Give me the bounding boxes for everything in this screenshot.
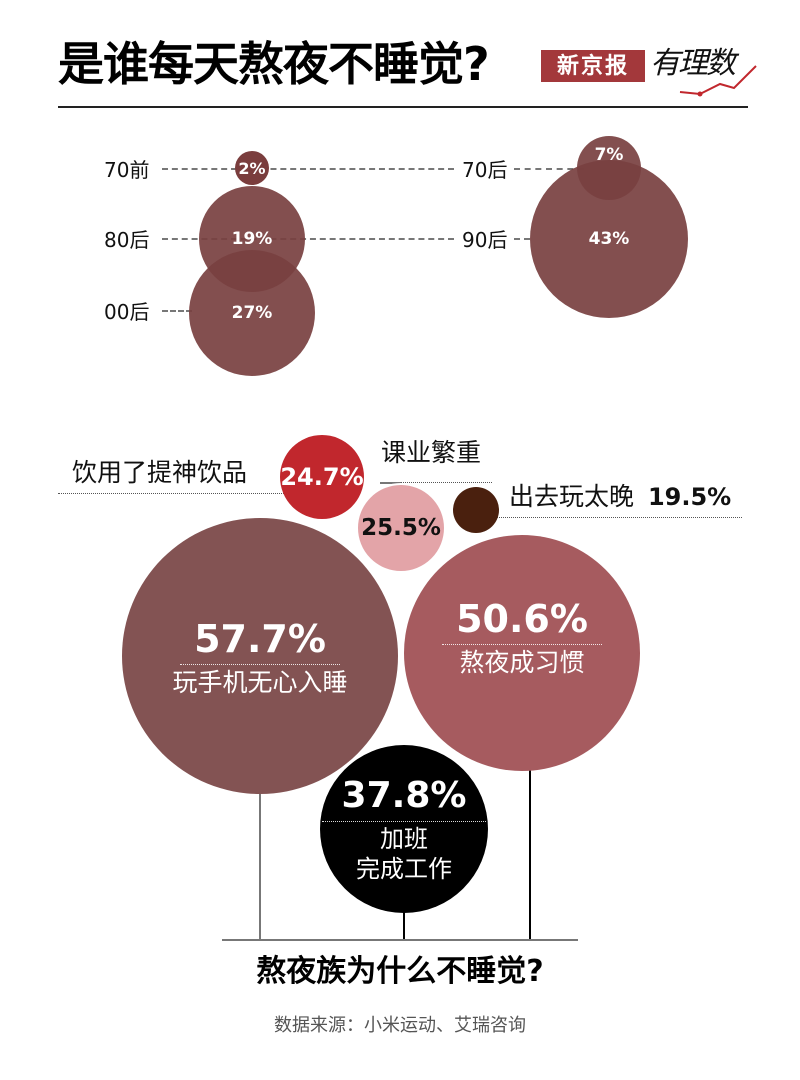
bubble-label-line2: 完成工作 — [356, 854, 452, 883]
bubble-work: 37.8% 加班 完成工作 — [320, 745, 488, 913]
stem-phone — [259, 780, 261, 940]
guide-line-80s — [162, 238, 454, 240]
data-source: 数据来源：小米运动、艾瑞咨询 — [274, 1015, 526, 1036]
guide-line-90s — [514, 238, 530, 240]
bubble-value: 25.5% — [361, 515, 441, 541]
stem-work — [403, 900, 405, 940]
reason-label-study: 课业繁重 — [381, 438, 482, 467]
trend-arrow-icon — [679, 65, 757, 97]
cohort-chart: 70前 80后 00后 70后 90后 27% 19% 2% 43% 7% — [0, 120, 800, 400]
bubble-value: 57.7% — [194, 616, 326, 661]
reason-out-value: 19.5% — [647, 483, 732, 511]
chart-title: 熬夜族为什么不睡觉? — [256, 954, 544, 989]
leader-line-drinks — [58, 493, 290, 494]
bubble-value: 50.6% — [456, 596, 588, 641]
page-title: 是谁每天熬夜不睡觉? — [58, 37, 490, 91]
bubble-70-before: 2% — [235, 151, 269, 185]
bubble-value: 27% — [231, 303, 273, 323]
bubble-divider — [180, 663, 340, 665]
bubble-divider — [442, 643, 602, 645]
publisher-logo: 新京报 — [541, 50, 645, 82]
bubble-study: 25.5% — [356, 483, 446, 573]
cohort-label-80s: 80后 — [104, 228, 156, 252]
bubble-value: 37.8% — [341, 774, 467, 816]
cohort-label-70s: 70后 — [456, 158, 514, 182]
bubble-divider — [322, 820, 486, 822]
bubble-habit: 50.6% 熬夜成习惯 — [404, 535, 640, 771]
bubble-value: 24.7% — [280, 463, 364, 491]
bubble-value: 43% — [588, 229, 630, 249]
bubble-70s: 7% — [577, 136, 641, 200]
bubble-value: 19% — [231, 229, 273, 249]
header-divider — [58, 106, 748, 108]
bubble-out — [453, 487, 499, 533]
bubble-value: 7% — [594, 145, 624, 165]
bubble-label: 熬夜成习惯 — [459, 647, 585, 677]
column-logo: 有理数 — [650, 46, 736, 81]
bubble-label-line1: 加班 — [380, 824, 428, 853]
guide-line-70s — [162, 168, 454, 170]
stem-habit — [529, 760, 531, 940]
guide-line-00s — [162, 310, 192, 312]
reason-out-text: 出去玩太晚 — [509, 482, 635, 511]
cohort-label-90s: 90后 — [456, 228, 514, 252]
leader-line-study — [380, 482, 492, 483]
cohort-label-70-before: 70前 — [104, 158, 156, 182]
bubble-phone: 57.7% 玩手机无心入睡 — [122, 518, 398, 794]
bubble-value: 2% — [238, 158, 266, 178]
chart-baseline — [222, 939, 578, 941]
leader-line-out — [488, 517, 742, 518]
reasons-chart: 饮用了提神饮品 课业繁重 出去玩太晚 19.5% 57.7% 玩手机无心入睡 5… — [0, 420, 800, 950]
cohort-label-00s: 00后 — [104, 300, 156, 324]
bubble-80s: 19% — [199, 186, 305, 292]
reason-label-drinks: 饮用了提神饮品 — [72, 458, 248, 487]
bubble-drinks: 24.7% — [280, 435, 364, 519]
guide-line-70after — [514, 168, 584, 170]
bubble-label: 玩手机无心入睡 — [172, 667, 348, 697]
reason-label-out: 出去玩太晚 19.5% — [509, 482, 731, 512]
